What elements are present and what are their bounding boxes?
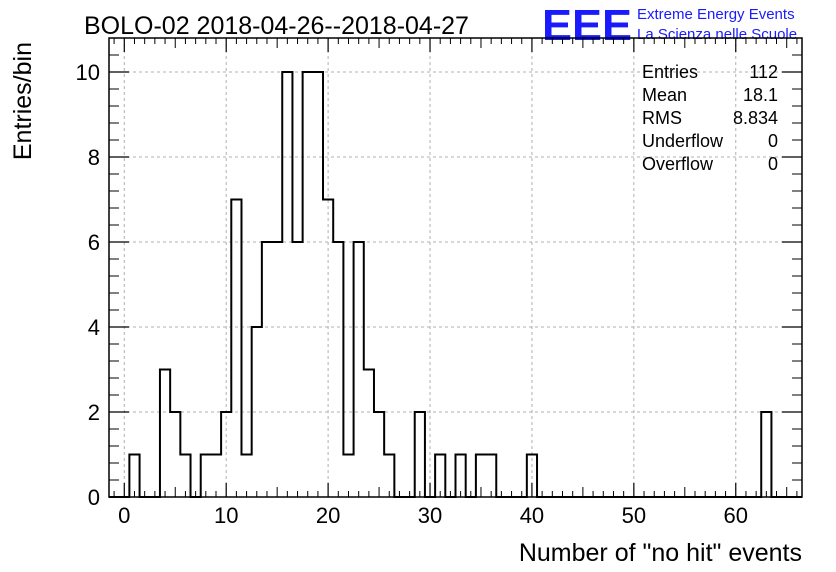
eee-logo: EEE Extreme Energy Events La Scienza nel… [542, 1, 797, 50]
stats-label: Underflow [642, 131, 724, 151]
stats-label: Mean [642, 85, 687, 105]
y-tick-label: 2 [88, 400, 100, 425]
x-tick-label: 20 [316, 503, 340, 528]
x-tick-label: 10 [214, 503, 238, 528]
x-axis-label: Number of "no hit" events [519, 539, 802, 567]
axis-ticks [109, 37, 802, 498]
eee-logo-mark: EEE [542, 1, 632, 50]
stats-label: Overflow [642, 154, 714, 174]
y-tick-label: 0 [88, 485, 100, 510]
stats-box: Entries 112 Mean 18.1 RMS 8.834 Underflow 0 Over… [642, 62, 778, 174]
stats-value: 112 [749, 62, 778, 82]
x-tick-label: 60 [724, 503, 748, 528]
x-tick-label: 30 [418, 503, 442, 528]
grid-lines [109, 38, 802, 497]
plot-frame [108, 37, 803, 498]
stats-value: 0 [768, 131, 778, 151]
stats-value: 0 [768, 154, 778, 174]
y-tick-labels: 0 2 4 6 8 10 [76, 60, 100, 510]
stats-value: 8.834 [733, 108, 778, 128]
eee-logo-line2: La Scienza nelle Scuole [637, 26, 797, 43]
y-tick-label: 8 [88, 145, 100, 170]
y-tick-label: 10 [76, 60, 100, 85]
stats-label: Entries [642, 62, 698, 82]
eee-logo-line1: Extreme Energy Events [637, 6, 795, 23]
x-tick-labels: 0 10 20 30 40 50 60 [118, 503, 748, 528]
y-axis-label: Entries/bin [9, 42, 37, 160]
stats-label: RMS [642, 108, 682, 128]
y-tick-label: 6 [88, 230, 100, 255]
y-tick-label: 4 [88, 315, 100, 340]
chart-title: BOLO-02 2018-04-26--2018-04-27 [84, 12, 469, 40]
x-tick-label: 0 [118, 503, 130, 528]
x-tick-label: 40 [520, 503, 544, 528]
stats-value: 18.1 [743, 85, 778, 105]
x-tick-label: 50 [622, 503, 646, 528]
